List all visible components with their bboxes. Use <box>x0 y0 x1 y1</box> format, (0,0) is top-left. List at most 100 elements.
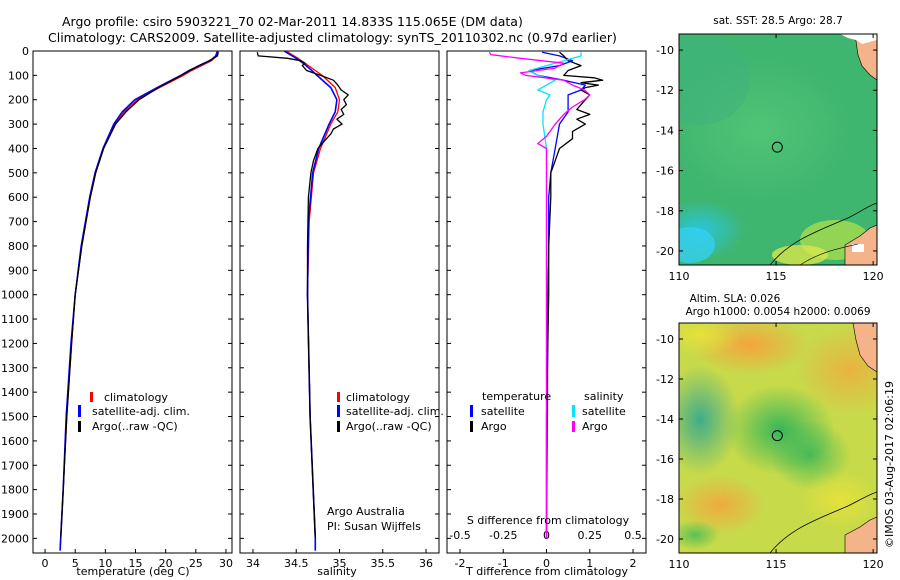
pi-annotation: PI: Susan Wijffels <box>327 520 421 533</box>
diff-legend-s-argo-label: Argo <box>582 420 608 433</box>
legend-argo-label: Argo(..raw -QC) <box>92 420 178 433</box>
sal-legend-satellite-swatch <box>337 405 340 417</box>
lon-tick-label: 110 <box>669 270 690 283</box>
sla-field <box>679 323 877 553</box>
sst-map-ticks: -10 -12 -14 -16 -18 -20 110 115 120 <box>656 34 884 283</box>
legend-climatology-swatch <box>90 392 93 402</box>
salinity-xlabel: salinity <box>317 565 357 578</box>
difference-panel: -2 -1 0 1 2 -0.5 -0.25 0 0.25 0.5 T difference f… <box>446 50 647 578</box>
lat-tick-label: -10 <box>656 44 674 57</box>
series-line-satellite-adj-clim- <box>283 51 338 551</box>
depth-tick-label: 1300 <box>1 362 29 375</box>
difference-legend: temperature satellite Argo salinity sate… <box>470 390 626 433</box>
lon-tick-label: 120 <box>863 270 884 283</box>
depth-tick-label: 400 <box>8 142 29 155</box>
x-tick-label: 5 <box>72 557 79 570</box>
s-difference-axis-ticks: -0.5 -0.25 0 0.25 0.5 <box>449 529 642 542</box>
temperature-axis-ticks: 0 5 10 15 20 25 30 <box>42 549 233 570</box>
series-line-climatology <box>59 51 220 551</box>
depth-tick-label: 200 <box>8 94 29 107</box>
sal-legend-argo-label: Argo(..raw -QC) <box>346 420 432 433</box>
sla-coastline-land-south <box>844 516 877 553</box>
diff-legend-s-satellite-label: satellite <box>582 405 626 418</box>
s-tick-label: -0.5 <box>449 529 470 542</box>
lon-tick-label: 110 <box>669 558 690 571</box>
lat-tick-label: -14 <box>656 124 674 137</box>
depth-tick-label: 1000 <box>1 289 29 302</box>
coastline-land-north <box>854 34 877 81</box>
difference-xlabel: T difference from climatology <box>465 565 628 578</box>
sst-map-frame <box>678 33 878 266</box>
depth-tick-label: 600 <box>8 191 29 204</box>
sal-legend-satellite-label: satellite-adj. clim. <box>346 405 444 418</box>
x-tick-label: 34.5 <box>284 557 309 570</box>
lat-tick-label: -20 <box>656 533 674 546</box>
sla-argo-position-marker <box>771 430 783 442</box>
diff-legend-salinity-title: salinity <box>584 390 624 403</box>
no-data-patch <box>840 34 877 44</box>
lon-tick-label: 120 <box>863 558 884 571</box>
diff-legend-t-argo-label: Argo <box>481 420 507 433</box>
depth-tick-label: 800 <box>8 240 29 253</box>
depth-tick-label: 1100 <box>1 313 29 326</box>
lat-tick-label: -20 <box>656 245 674 258</box>
diff-legend-s-satellite-swatch <box>572 405 575 417</box>
series-line-argo-raw-qc- <box>256 52 349 539</box>
series-line-satellite-adj-clim- <box>59 51 219 551</box>
t-difference-axis-ticks: -2 -1 0 1 2 <box>454 549 637 570</box>
salinity-legend: climatology satellite-adj. clim. Argo(..… <box>337 391 444 433</box>
s-tick-label: 0.5 <box>624 529 642 542</box>
lat-tick-label: -16 <box>656 453 674 466</box>
legend-satellite-label: satellite-adj. clim. <box>92 405 190 418</box>
salinity-depth-ticks <box>240 50 439 539</box>
sla-map-title-2: Argo h1000: 0.0054 h2000: 0.0069 <box>685 306 870 318</box>
sla-bathymetry-contour <box>769 491 877 553</box>
salinity-axis-ticks: 34 34.5 35 35.5 36 <box>246 549 433 570</box>
sst-field <box>679 34 877 265</box>
salinity-panel: 34 34.5 35 35.5 36 salinity climatology sate… <box>239 50 444 578</box>
x-tick-label: 25 <box>189 557 203 570</box>
depth-tick-label: 1500 <box>1 411 29 424</box>
lon-tick-label: 115 <box>766 558 787 571</box>
temperature-legend: climatology satellite-adj. clim. Argo(..… <box>78 391 190 433</box>
x-tick-label: 0 <box>543 557 550 570</box>
imos-credit: ©IMOS 03-Aug-2017 02:06:19 <box>883 381 896 548</box>
temperature-axes-box <box>32 50 233 554</box>
bathymetry-contour <box>769 202 877 265</box>
lat-tick-label: -12 <box>656 84 674 97</box>
x-tick-label: -2 <box>454 557 465 570</box>
x-tick-label: 35 <box>333 557 347 570</box>
depth-tick-label: 1600 <box>1 435 29 448</box>
sla-map-ticks: -10 -12 -14 -16 -18 -20 110 115 120 <box>656 323 884 571</box>
depth-tick-label: 900 <box>8 264 29 277</box>
legend-satellite-swatch <box>78 405 81 417</box>
x-tick-label: 15 <box>129 557 143 570</box>
temperature-xlabel: temperature (deg C) <box>76 565 189 578</box>
sla-map-panel: Altim. SLA: 0.026 Argo h1000: 0.0054 h20… <box>656 293 884 571</box>
legend-climatology-label: climatology <box>104 391 168 404</box>
x-tick-label: 34 <box>246 557 260 570</box>
depth-tick-label: 700 <box>8 216 29 229</box>
sla-map-title-1: Altim. SLA: 0.026 <box>690 293 781 305</box>
diff-legend-t-satellite-label: satellite <box>481 405 525 418</box>
lat-tick-label: -18 <box>656 205 674 218</box>
header-line-2: Climatology: CARS2009. Satellite-adjuste… <box>48 30 617 45</box>
difference-depth-ticks <box>447 50 646 539</box>
depth-tick-label: 2000 <box>1 532 29 545</box>
sst-map-title: sat. SST: 28.5 Argo: 28.7 <box>713 15 843 27</box>
depth-tick-label: 0 <box>22 45 29 58</box>
x-tick-label: 1 <box>586 557 593 570</box>
sal-legend-argo-swatch <box>337 421 340 432</box>
series-line-temperature-argo <box>545 51 604 539</box>
sal-legend-climatology-label: climatology <box>346 391 410 404</box>
sla-coastline-land-north <box>852 323 877 373</box>
depth-tick-label: 1900 <box>1 508 29 521</box>
x-tick-label: 35.5 <box>371 557 396 570</box>
x-tick-label: 10 <box>98 557 112 570</box>
diff-legend-t-satellite-swatch <box>470 405 473 417</box>
lat-tick-label: -18 <box>656 493 674 506</box>
lat-tick-label: -14 <box>656 413 674 426</box>
sst-argo-position-marker <box>771 141 783 153</box>
s-tick-label: 0.25 <box>578 529 603 542</box>
